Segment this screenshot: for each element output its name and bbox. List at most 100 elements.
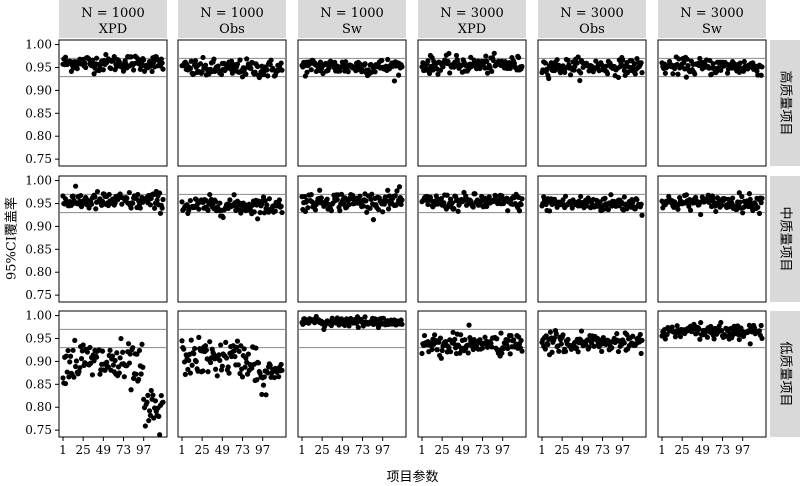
- data-point: [346, 202, 352, 208]
- data-point: [136, 376, 142, 382]
- data-point: [213, 198, 219, 205]
- data-point: [239, 374, 246, 380]
- data-point: [602, 195, 608, 201]
- data-point: [130, 200, 136, 206]
- data-point: [118, 335, 124, 342]
- data-point: [157, 432, 163, 438]
- data-point: [149, 68, 155, 75]
- y-tick-label: 0.85: [25, 377, 52, 391]
- data-point: [94, 188, 101, 195]
- data-point: [124, 195, 130, 201]
- data-point: [89, 57, 96, 63]
- data-point: [345, 69, 351, 75]
- data-point: [154, 197, 160, 203]
- data-point: [111, 53, 117, 60]
- data-point: [215, 63, 221, 69]
- data-point: [328, 208, 335, 214]
- data-point: [243, 355, 249, 361]
- data-point: [385, 187, 391, 193]
- data-point: [355, 324, 361, 331]
- row-strip: [770, 311, 800, 437]
- data-point: [734, 206, 740, 212]
- y-tick-label: 0.95: [25, 60, 52, 74]
- data-point: [244, 56, 250, 62]
- data-point: [312, 207, 319, 213]
- data-point: [440, 64, 446, 70]
- column-strip-method: XPD: [99, 22, 127, 37]
- data-point: [370, 217, 377, 223]
- row-strip-label: 高质量项目: [778, 70, 794, 135]
- data-point: [398, 317, 404, 323]
- data-point: [384, 198, 390, 204]
- data-point: [189, 362, 195, 368]
- data-point: [89, 372, 96, 378]
- data-point: [254, 377, 260, 383]
- data-point: [317, 187, 323, 193]
- data-point: [392, 193, 398, 199]
- data-point: [63, 353, 69, 359]
- data-point: [516, 54, 522, 61]
- data-point: [232, 353, 238, 360]
- data-point: [599, 348, 605, 355]
- data-point: [211, 56, 217, 62]
- data-point: [449, 200, 455, 206]
- data-point: [120, 68, 127, 74]
- data-point: [375, 206, 382, 213]
- data-point: [586, 344, 592, 350]
- x-tick-label: 1: [178, 443, 186, 457]
- data-point: [242, 364, 248, 370]
- data-point: [659, 333, 665, 339]
- data-point: [142, 423, 148, 429]
- data-point: [674, 323, 680, 329]
- data-point: [128, 205, 134, 211]
- data-point: [146, 408, 153, 414]
- data-point: [608, 192, 614, 198]
- data-point: [379, 57, 385, 64]
- data-point: [438, 196, 444, 202]
- data-point: [713, 208, 719, 215]
- data-point: [472, 191, 478, 197]
- data-point: [452, 336, 458, 342]
- y-tick-label: 0.80: [25, 265, 52, 279]
- data-point: [202, 343, 209, 349]
- data-point: [218, 71, 225, 78]
- data-point: [737, 199, 743, 205]
- x-tick-label: 97: [735, 443, 750, 457]
- data-point: [518, 337, 524, 344]
- panel: [177, 310, 287, 438]
- data-point: [367, 205, 373, 211]
- y-tick-label: 0.95: [25, 196, 52, 210]
- data-point: [234, 338, 241, 344]
- data-point: [447, 349, 454, 355]
- data-point: [218, 342, 224, 348]
- data-point: [462, 337, 468, 343]
- data-point: [99, 348, 106, 354]
- data-point: [192, 345, 198, 352]
- data-point: [450, 329, 456, 335]
- x-tick-label: 25: [555, 443, 570, 457]
- data-point: [249, 365, 255, 371]
- x-tick-label: 1: [538, 443, 546, 457]
- data-point: [565, 57, 571, 63]
- data-point: [599, 207, 606, 213]
- data-point: [755, 204, 761, 210]
- y-axis-title: 95%CI覆盖率: [4, 197, 20, 280]
- x-tick-label: 73: [116, 443, 131, 457]
- data-point: [505, 337, 512, 343]
- data-point: [267, 362, 273, 368]
- data-point: [451, 206, 457, 212]
- data-point: [67, 359, 73, 365]
- data-point: [259, 391, 265, 398]
- x-tick-label: 73: [355, 443, 370, 457]
- data-point: [257, 209, 263, 216]
- data-point: [724, 70, 731, 76]
- data-point: [394, 188, 400, 194]
- x-tick-label: 25: [195, 443, 210, 457]
- panel: [537, 39, 647, 167]
- data-point: [107, 347, 113, 353]
- data-point: [104, 359, 110, 365]
- data-point: [92, 194, 98, 200]
- data-point: [108, 65, 114, 72]
- data-point: [491, 50, 497, 56]
